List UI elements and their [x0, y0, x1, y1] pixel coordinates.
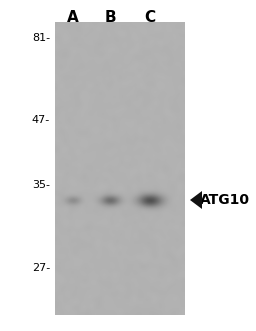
Text: 47-: 47-	[32, 115, 50, 125]
Text: 81-: 81-	[32, 33, 50, 43]
Text: C: C	[144, 10, 156, 25]
Text: A: A	[67, 10, 79, 25]
Text: 27-: 27-	[32, 263, 50, 273]
Text: 35-: 35-	[32, 180, 50, 190]
Text: B: B	[104, 10, 116, 25]
Polygon shape	[190, 191, 202, 209]
Text: ATG10: ATG10	[200, 193, 250, 207]
